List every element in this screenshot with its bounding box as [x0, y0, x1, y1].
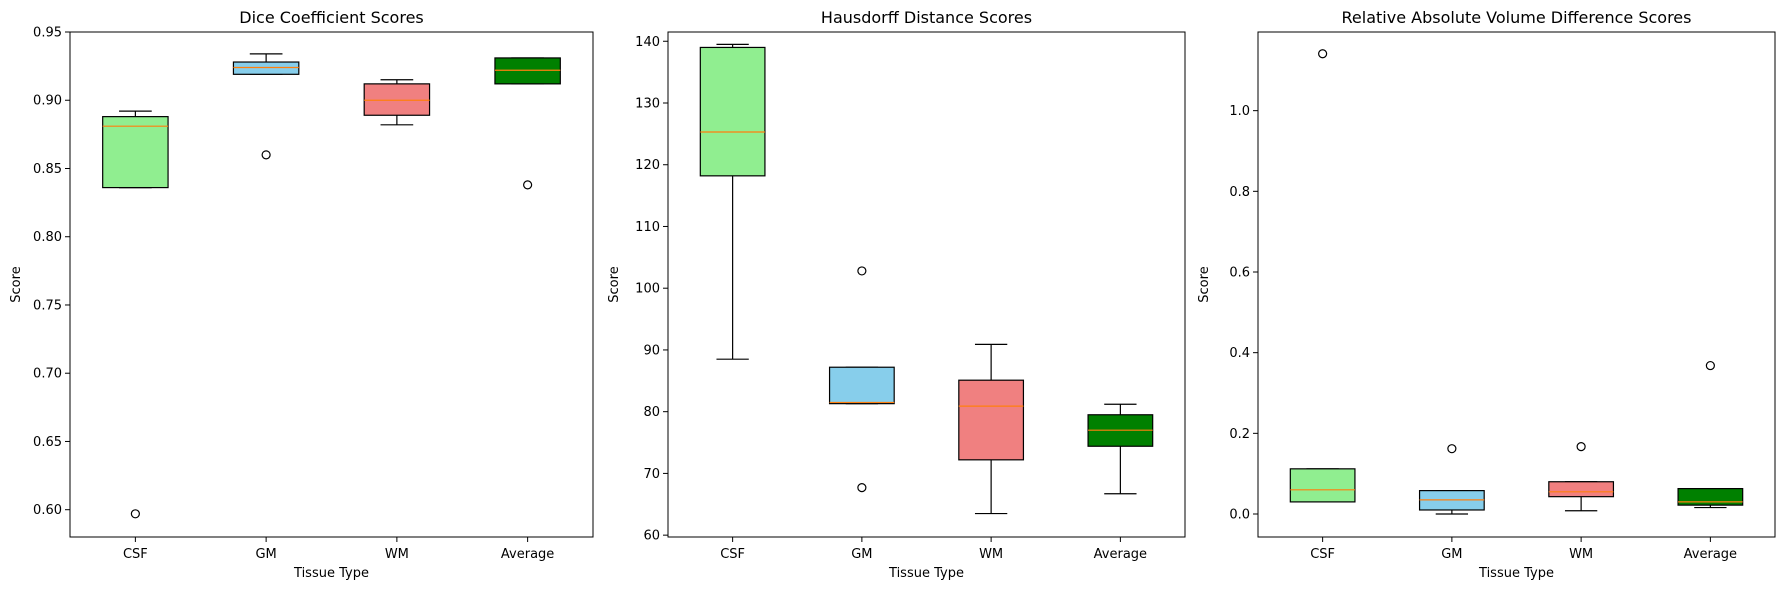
x-tick-label: CSF — [1310, 547, 1335, 562]
outlier-point — [523, 180, 533, 190]
x-tick-label: WM — [385, 547, 409, 562]
box-csf — [699, 43, 766, 360]
box-wm — [958, 343, 1025, 515]
y-tick-label: 0.0 — [1229, 508, 1250, 523]
plot-frame — [69, 31, 594, 538]
box-iqr — [1289, 468, 1356, 503]
box-average — [1087, 403, 1154, 495]
outlier-point — [1447, 444, 1457, 454]
x-tick-label: GM — [851, 547, 872, 562]
y-tick-label: 60 — [643, 529, 660, 544]
box-iqr — [494, 57, 561, 85]
chart-panel-2: 60 70 80 90 100 110 120 130 140 CSF GM WM Average Hau… — [607, 8, 1186, 581]
y-tick-label: 0.80 — [33, 230, 62, 245]
y-tick-label: 1.0 — [1229, 104, 1250, 119]
box-iqr — [363, 83, 431, 116]
y-tick-label: 70 — [643, 467, 660, 482]
y-tick-label: 140 — [635, 35, 660, 50]
box-gm — [1418, 444, 1485, 515]
plot-frame — [667, 31, 1186, 538]
y-tick-label: 0.8 — [1229, 185, 1250, 200]
x-axis-label: Tissue Type — [888, 566, 964, 581]
x-tick-label: CSF — [123, 547, 148, 562]
outlier-point — [1318, 49, 1328, 59]
x-axis-label: Tissue Type — [293, 566, 369, 581]
box-gm — [232, 53, 300, 160]
outlier-point — [1705, 360, 1715, 371]
box-iqr — [958, 379, 1025, 461]
y-tick-label: 0.90 — [33, 94, 62, 109]
box-wm — [1548, 442, 1615, 512]
y-tick-label: 0.85 — [33, 162, 62, 177]
x-tick-label: WM — [1569, 547, 1593, 562]
plot-frame — [1257, 31, 1776, 538]
chart-title: Relative Absolute Volume Difference Scor… — [1342, 8, 1692, 27]
y-tick-label: 80 — [643, 405, 660, 420]
y-tick-label: 0.6 — [1229, 265, 1250, 280]
x-tick-label: Average — [501, 547, 554, 562]
box-iqr — [102, 116, 169, 189]
x-tick-label: CSF — [720, 547, 745, 562]
box-iqr — [699, 46, 766, 177]
y-tick-label: 120 — [635, 158, 660, 173]
y-tick-label: 130 — [635, 96, 660, 111]
x-axis-label: Tissue Type — [1478, 566, 1554, 581]
box-average — [494, 57, 561, 190]
y-tick-label: 0.2 — [1229, 427, 1250, 442]
box-iqr — [828, 366, 895, 405]
box-iqr — [1548, 481, 1615, 498]
y-tick-label: 0.65 — [33, 435, 62, 450]
x-tick-label: Average — [1684, 547, 1737, 562]
box-average — [1677, 360, 1744, 509]
y-tick-label: 110 — [635, 220, 660, 235]
box-gm — [828, 266, 895, 493]
x-tick-label: GM — [255, 547, 276, 562]
x-tick-label: WM — [979, 547, 1003, 562]
outlier-point — [130, 509, 140, 519]
outlier-point — [261, 150, 271, 160]
chart-title: Dice Coefficient Scores — [239, 8, 424, 27]
y-axis-label: Score — [9, 266, 24, 302]
box-wm — [363, 79, 431, 126]
y-axis-label: Score — [1197, 266, 1212, 302]
y-tick-label: 0.75 — [33, 298, 62, 313]
y-tick-label: 0.70 — [33, 367, 62, 382]
y-tick-label: 100 — [635, 282, 660, 297]
outlier-point — [1576, 442, 1586, 452]
outlier-point — [857, 483, 867, 493]
box-iqr — [232, 61, 300, 75]
box-csf — [102, 110, 169, 519]
y-tick-label: 0.95 — [33, 26, 62, 41]
outlier-point — [857, 266, 867, 276]
y-tick-label: 0.4 — [1229, 346, 1250, 361]
chart-panel-3: 0.0 0.2 0.4 0.6 0.8 1.0 CSF GM WM Average Relative… — [1197, 8, 1776, 581]
chart-title: Hausdorff Distance Scores — [821, 8, 1032, 27]
box-csf — [1289, 49, 1356, 503]
chart-panel-1: 0.60 0.65 0.70 0.75 0.80 0.85 0.90 0.95 CSF GM WM A… — [9, 8, 594, 581]
box-iqr — [1677, 487, 1744, 506]
x-tick-label: GM — [1441, 547, 1462, 562]
x-tick-label: Average — [1094, 547, 1147, 562]
y-axis-label: Score — [607, 266, 622, 302]
y-tick-label: 90 — [643, 343, 660, 358]
y-tick-label: 0.60 — [33, 503, 62, 518]
